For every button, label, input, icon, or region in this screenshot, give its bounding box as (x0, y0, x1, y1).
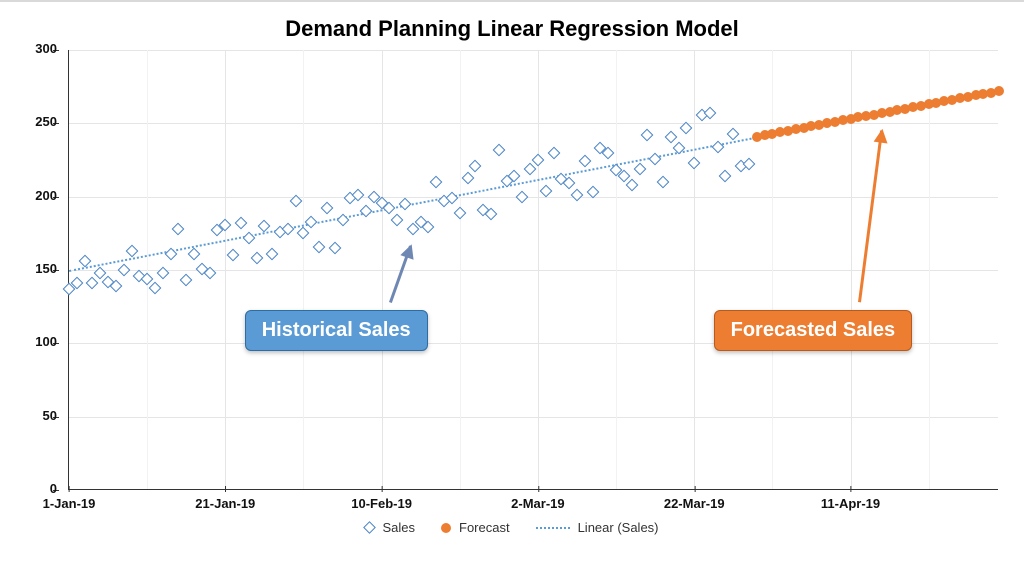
x-tick-label: 11-Apr-19 (821, 496, 880, 511)
sales-point (188, 247, 201, 260)
grid-line (69, 197, 998, 198)
sales-point (461, 171, 474, 184)
sales-point (657, 176, 670, 189)
sales-point (719, 170, 732, 183)
sales-point (578, 155, 591, 168)
plot-canvas: 0501001502002503001-Jan-1921-Jan-1910-Fe… (69, 50, 998, 489)
sales-point (633, 162, 646, 175)
sales-point (641, 129, 654, 142)
sales-point (492, 143, 505, 156)
sales-point (625, 179, 638, 192)
sales-point (360, 205, 373, 218)
sales-point (422, 221, 435, 234)
sales-point (383, 202, 396, 215)
legend-label: Forecast (459, 520, 510, 535)
chart-container: Demand Planning Linear Regression Model … (0, 0, 1024, 576)
legend-label: Linear (Sales) (578, 520, 659, 535)
grid-line (382, 50, 383, 489)
sales-point (227, 249, 240, 262)
x-tick-label: 21-Jan-19 (195, 496, 255, 511)
sales-point (305, 215, 318, 228)
circle-icon (441, 523, 451, 533)
sales-point (125, 245, 138, 258)
sales-point (156, 267, 169, 280)
legend-item-forecast: Forecast (441, 520, 510, 535)
sales-point (469, 159, 482, 172)
sales-point (321, 202, 334, 215)
sales-point (664, 130, 677, 143)
chart-title: Demand Planning Linear Regression Model (18, 16, 1006, 42)
legend: Sales Forecast Linear (Sales) (18, 520, 1006, 535)
grid-line (225, 50, 226, 489)
sales-point (539, 184, 552, 197)
sales-point (297, 227, 310, 240)
x-tick-label: 2-Mar-19 (511, 496, 564, 511)
sales-point (149, 281, 162, 294)
sales-point (172, 223, 185, 236)
plot-area: 0501001502002503001-Jan-1921-Jan-1910-Fe… (68, 50, 998, 490)
forecast-point (994, 86, 1004, 96)
legend-item-sales: Sales (365, 520, 415, 535)
sales-point (430, 176, 443, 189)
forecasted-sales-callout: Forecasted Sales (714, 310, 913, 351)
sales-point (649, 152, 662, 165)
historical-sales-callout: Historical Sales (245, 310, 428, 351)
x-tick-label: 22-Mar-19 (664, 496, 725, 511)
dotted-line-icon (536, 527, 570, 529)
x-tick-label: 1-Jan-19 (43, 496, 96, 511)
grid-line-minor (460, 50, 461, 489)
historical-sales-arrow (389, 246, 412, 304)
grid-line-minor (147, 50, 148, 489)
grid-line-minor (616, 50, 617, 489)
sales-point (180, 274, 193, 287)
sales-point (313, 240, 326, 253)
sales-point (250, 252, 263, 265)
sales-point (532, 154, 545, 167)
grid-line-minor (929, 50, 930, 489)
sales-point (563, 177, 576, 190)
sales-point (117, 264, 130, 277)
sales-point (688, 157, 701, 170)
sales-point (516, 190, 529, 203)
sales-point (547, 146, 560, 159)
grid-line-minor (772, 50, 773, 489)
grid-line (694, 50, 695, 489)
sales-point (727, 127, 740, 140)
legend-label: Sales (382, 520, 415, 535)
sales-point (571, 189, 584, 202)
sales-point (86, 277, 99, 290)
grid-line (69, 417, 998, 418)
grid-line-minor (303, 50, 304, 489)
x-tick-label: 10-Feb-19 (351, 496, 412, 511)
grid-line (69, 50, 998, 51)
sales-point (524, 162, 537, 175)
sales-point (266, 247, 279, 260)
sales-point (399, 198, 412, 211)
sales-point (453, 206, 466, 219)
forecasted-sales-arrow (858, 130, 883, 302)
legend-item-trend: Linear (Sales) (536, 520, 659, 535)
sales-point (235, 217, 248, 230)
diamond-icon (364, 521, 377, 534)
sales-point (328, 242, 341, 255)
grid-line (69, 123, 998, 124)
grid-line (538, 50, 539, 489)
sales-point (391, 214, 404, 227)
